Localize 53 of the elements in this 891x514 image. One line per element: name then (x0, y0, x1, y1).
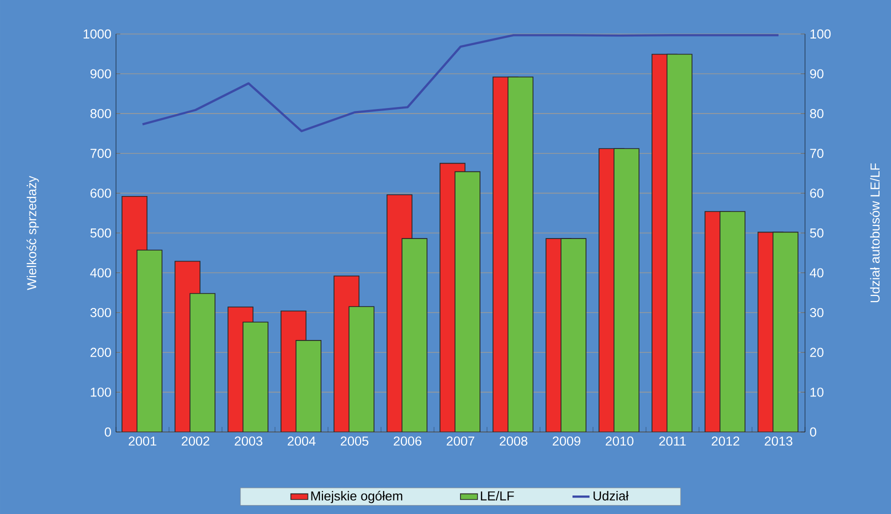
bar (190, 293, 216, 432)
x-tick-label: 2009 (552, 436, 580, 446)
y-tick-label: 600 (90, 188, 111, 198)
y2-tick-label: 100 (810, 29, 831, 39)
legend-label: Miejskie ogółem (311, 490, 402, 504)
y-tick-label: 900 (90, 69, 111, 78)
bar (666, 54, 692, 432)
x-tick-label: 2002 (182, 436, 210, 446)
x-tick-label: 2001 (128, 436, 156, 446)
x-tick-label: 2011 (659, 436, 686, 446)
x-tick-label: 2012 (712, 436, 740, 446)
bar (614, 148, 640, 432)
x-tick-label: 2006 (394, 436, 422, 446)
bar (242, 322, 268, 432)
y-tick-label: 800 (90, 108, 111, 118)
bar (772, 232, 798, 432)
x-tick-label: 2005 (340, 436, 368, 446)
x-tick-label: 2008 (500, 436, 528, 446)
bar (136, 250, 162, 432)
x-tick-label: 2004 (288, 436, 316, 446)
y2-tick-label: 30 (810, 308, 824, 318)
bar (402, 238, 428, 432)
x-tick-label: 2013 (764, 436, 792, 446)
y-tick-label: 0 (104, 427, 111, 437)
y-tick-label: 700 (90, 148, 111, 158)
y-axis-title: Wielkość sprzedaży (26, 176, 39, 290)
y2-tick-label: 50 (810, 228, 824, 238)
x-tick-label: 2007 (446, 436, 474, 446)
legend-label: Udział (594, 490, 629, 500)
y2-axis-title: Udział autobusów LE/LF (870, 163, 880, 302)
bar (720, 211, 746, 432)
bar (454, 171, 480, 432)
y2-tick-label: 60 (810, 188, 824, 198)
bar (348, 306, 374, 432)
x-tick-label: 2003 (234, 436, 262, 446)
y2-tick-label: 80 (810, 108, 824, 118)
y2-tick-label: 40 (810, 268, 824, 278)
y-tick-label: 100 (90, 388, 111, 397)
y-tick-label: 400 (90, 268, 111, 278)
y-tick-label: 200 (90, 348, 111, 357)
bar (508, 76, 534, 432)
legend-label: LE/LF (480, 490, 514, 500)
bar (296, 340, 322, 432)
x-tick-label: 2010 (606, 436, 634, 446)
y2-tick-label: 90 (810, 69, 824, 78)
y2-tick-label: 10 (810, 388, 824, 397)
y2-tick-label: 70 (810, 148, 824, 158)
bar (560, 238, 586, 432)
y-tick-label: 500 (90, 228, 111, 238)
y2-tick-label: 0 (810, 427, 816, 437)
y2-tick-label: 20 (810, 348, 824, 357)
y-tick-label: 1000 (84, 29, 111, 39)
y-tick-label: 300 (90, 308, 111, 318)
